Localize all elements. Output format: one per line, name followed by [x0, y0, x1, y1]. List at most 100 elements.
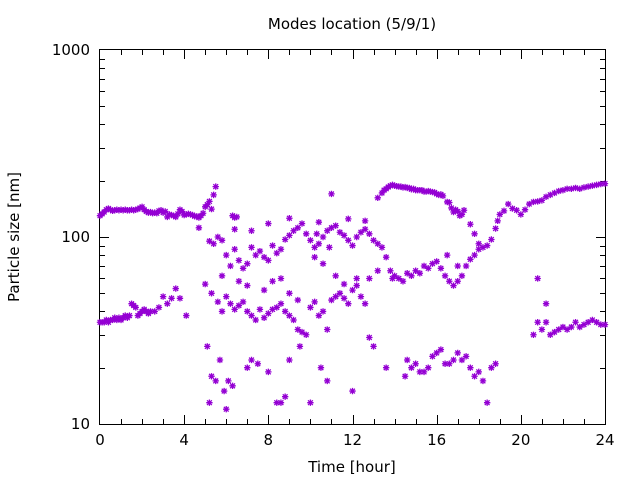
- data-point: [328, 190, 335, 198]
- data-point: [584, 183, 592, 190]
- data-point: [576, 185, 583, 193]
- data-point: [103, 206, 110, 213]
- data-point: [328, 296, 335, 304]
- data-point: [433, 349, 440, 357]
- axis-ticks: [100, 50, 605, 424]
- data-point: [408, 364, 415, 371]
- data-point: [361, 226, 369, 233]
- data-point: [404, 270, 411, 277]
- data-point: [483, 242, 491, 249]
- data-point: [151, 308, 158, 315]
- data-point: [446, 360, 453, 367]
- data-point: [183, 312, 190, 319]
- data-point: [252, 251, 259, 259]
- data-point: [412, 360, 419, 367]
- data-point: [231, 306, 238, 313]
- data-point: [269, 306, 276, 313]
- data-point: [227, 262, 234, 270]
- data-point: [555, 187, 562, 195]
- data-point: [437, 346, 445, 353]
- data-point: [311, 244, 318, 251]
- y-axis-label: Particle size [nm]: [5, 172, 23, 302]
- data-point: [517, 211, 525, 218]
- data-point: [328, 224, 335, 231]
- data-point: [212, 377, 219, 385]
- data-point: [138, 203, 146, 211]
- data-point: [361, 300, 369, 307]
- data-point: [345, 237, 352, 244]
- data-point: [248, 312, 255, 319]
- data-point: [401, 373, 409, 380]
- data-point: [296, 343, 304, 350]
- data-point: [597, 321, 604, 328]
- data-point: [340, 280, 348, 288]
- data-point: [216, 356, 224, 364]
- data-point: [324, 227, 331, 234]
- data-point: [345, 215, 352, 223]
- data-point: [260, 314, 268, 321]
- data-point: [235, 302, 243, 309]
- data-point: [353, 282, 360, 289]
- data-point: [534, 275, 541, 282]
- y-tick-labels: 10 100 1000: [52, 41, 90, 433]
- data-point: [443, 251, 451, 259]
- data-point: [208, 373, 215, 380]
- data-point: [389, 181, 396, 189]
- data-point: [412, 267, 419, 274]
- data-point: [233, 213, 240, 221]
- data-point: [551, 328, 558, 336]
- data-point: [370, 343, 377, 350]
- data-point: [286, 312, 293, 319]
- data-point: [547, 331, 554, 338]
- data-point: [559, 323, 567, 331]
- x-tick-label: 16: [427, 431, 446, 449]
- data-point: [479, 244, 487, 251]
- data-point: [277, 399, 285, 406]
- data-point: [458, 356, 466, 364]
- data-point: [471, 230, 478, 238]
- data-point: [223, 405, 230, 413]
- data-point: [256, 306, 264, 313]
- data-point: [340, 232, 348, 239]
- data-point: [460, 207, 468, 214]
- data-point: [542, 300, 550, 307]
- data-point: [294, 326, 301, 333]
- data-point: [597, 180, 604, 188]
- data-point: [450, 356, 457, 364]
- data-point: [589, 182, 596, 189]
- data-point: [313, 230, 320, 238]
- data-point: [467, 256, 474, 263]
- data-point: [349, 286, 356, 294]
- data-point: [378, 189, 386, 197]
- x-tick-labels: 0 4 8 12 16 20 24: [95, 431, 614, 449]
- data-point: [235, 257, 243, 264]
- data-point: [260, 253, 268, 261]
- data-point: [265, 310, 272, 317]
- data-point: [366, 275, 373, 282]
- data-point: [164, 300, 171, 307]
- data-point: [265, 257, 272, 264]
- data-point: [218, 272, 226, 280]
- data-point: [256, 247, 264, 255]
- data-point: [483, 399, 491, 406]
- data-point: [254, 360, 262, 367]
- data-point: [568, 323, 575, 331]
- data-point: [319, 260, 327, 267]
- data-point: [467, 364, 474, 371]
- data-point: [439, 192, 447, 200]
- data-point: [208, 290, 215, 297]
- data-points: [96, 180, 609, 413]
- data-point: [319, 308, 327, 315]
- data-point: [174, 210, 182, 218]
- data-point: [416, 270, 424, 277]
- data-point: [107, 206, 114, 213]
- data-point: [349, 242, 356, 249]
- x-tick-label: 0: [95, 431, 105, 449]
- data-point: [542, 319, 550, 326]
- data-point: [538, 197, 546, 204]
- data-point: [494, 217, 501, 225]
- data-point: [389, 275, 396, 282]
- data-point: [429, 353, 436, 360]
- data-point: [429, 260, 436, 267]
